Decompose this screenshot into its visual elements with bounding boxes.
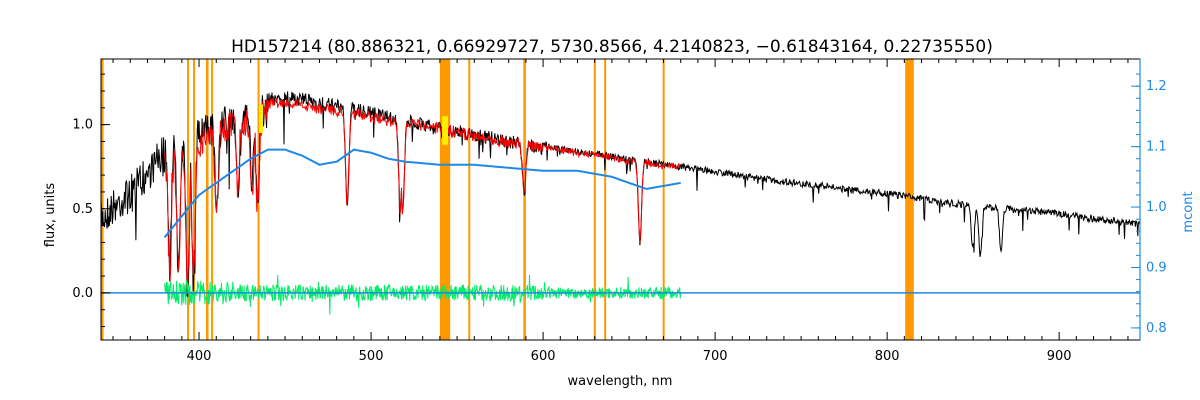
- y2-tick-label-2: 1.0: [1146, 200, 1167, 215]
- masked-region-0: [101, 59, 104, 340]
- masked-region-12: [905, 59, 914, 340]
- series-lines: [100, 91, 1141, 315]
- x-tick-label-800: 800: [875, 349, 900, 364]
- continuum-line: [163, 148, 681, 238]
- masked-region-1: [187, 59, 190, 340]
- model-spectrum-line: [164, 98, 681, 290]
- x-tick-label-400: 400: [187, 349, 212, 364]
- masked-region-7: [468, 59, 471, 340]
- y2-tick-label-1: 0.9: [1146, 260, 1167, 275]
- y-axis-label: flux, units: [43, 183, 58, 248]
- x-tick-label-500: 500: [359, 349, 384, 364]
- masked-region-9: [593, 59, 596, 340]
- masked-region-3: [205, 59, 209, 340]
- y-tick-label-1: 0.5: [72, 202, 93, 217]
- highlight-mark-2: [442, 116, 449, 145]
- masked-region-8: [523, 59, 526, 340]
- y2-tick-label-0: 0.8: [1146, 321, 1167, 336]
- masked-region-10: [604, 59, 607, 340]
- x-tick-label-900: 900: [1047, 349, 1072, 364]
- y-tick-label-0: 0.0: [72, 286, 93, 301]
- x-tick-label-600: 600: [531, 349, 556, 364]
- masked-region-11: [662, 59, 665, 340]
- y2-tick-label-3: 1.1: [1146, 140, 1167, 155]
- y-tick-label-2: 1.0: [72, 118, 93, 133]
- x-axis-label: wavelength, nm: [568, 374, 673, 389]
- highlight-mark-1: [258, 104, 263, 134]
- observed-spectrum-line: [100, 91, 1141, 297]
- axes: 400 500 600 700 800 900 0.0 0.5 1.0 0.8 0.9 1.0 1.1 1…: [72, 58, 1167, 364]
- masked-region-2: [193, 59, 196, 340]
- x-tick-label-700: 700: [703, 349, 728, 364]
- masked-region-6: [439, 59, 451, 340]
- y2-tick-label-4: 1.2: [1146, 79, 1167, 94]
- chart-title: HD157214 (80.886321, 0.66929727, 5730.85…: [231, 37, 993, 57]
- y2-axis-label: mcont: [1181, 191, 1196, 232]
- residual-line: [164, 274, 682, 315]
- masked-region-4: [211, 59, 214, 340]
